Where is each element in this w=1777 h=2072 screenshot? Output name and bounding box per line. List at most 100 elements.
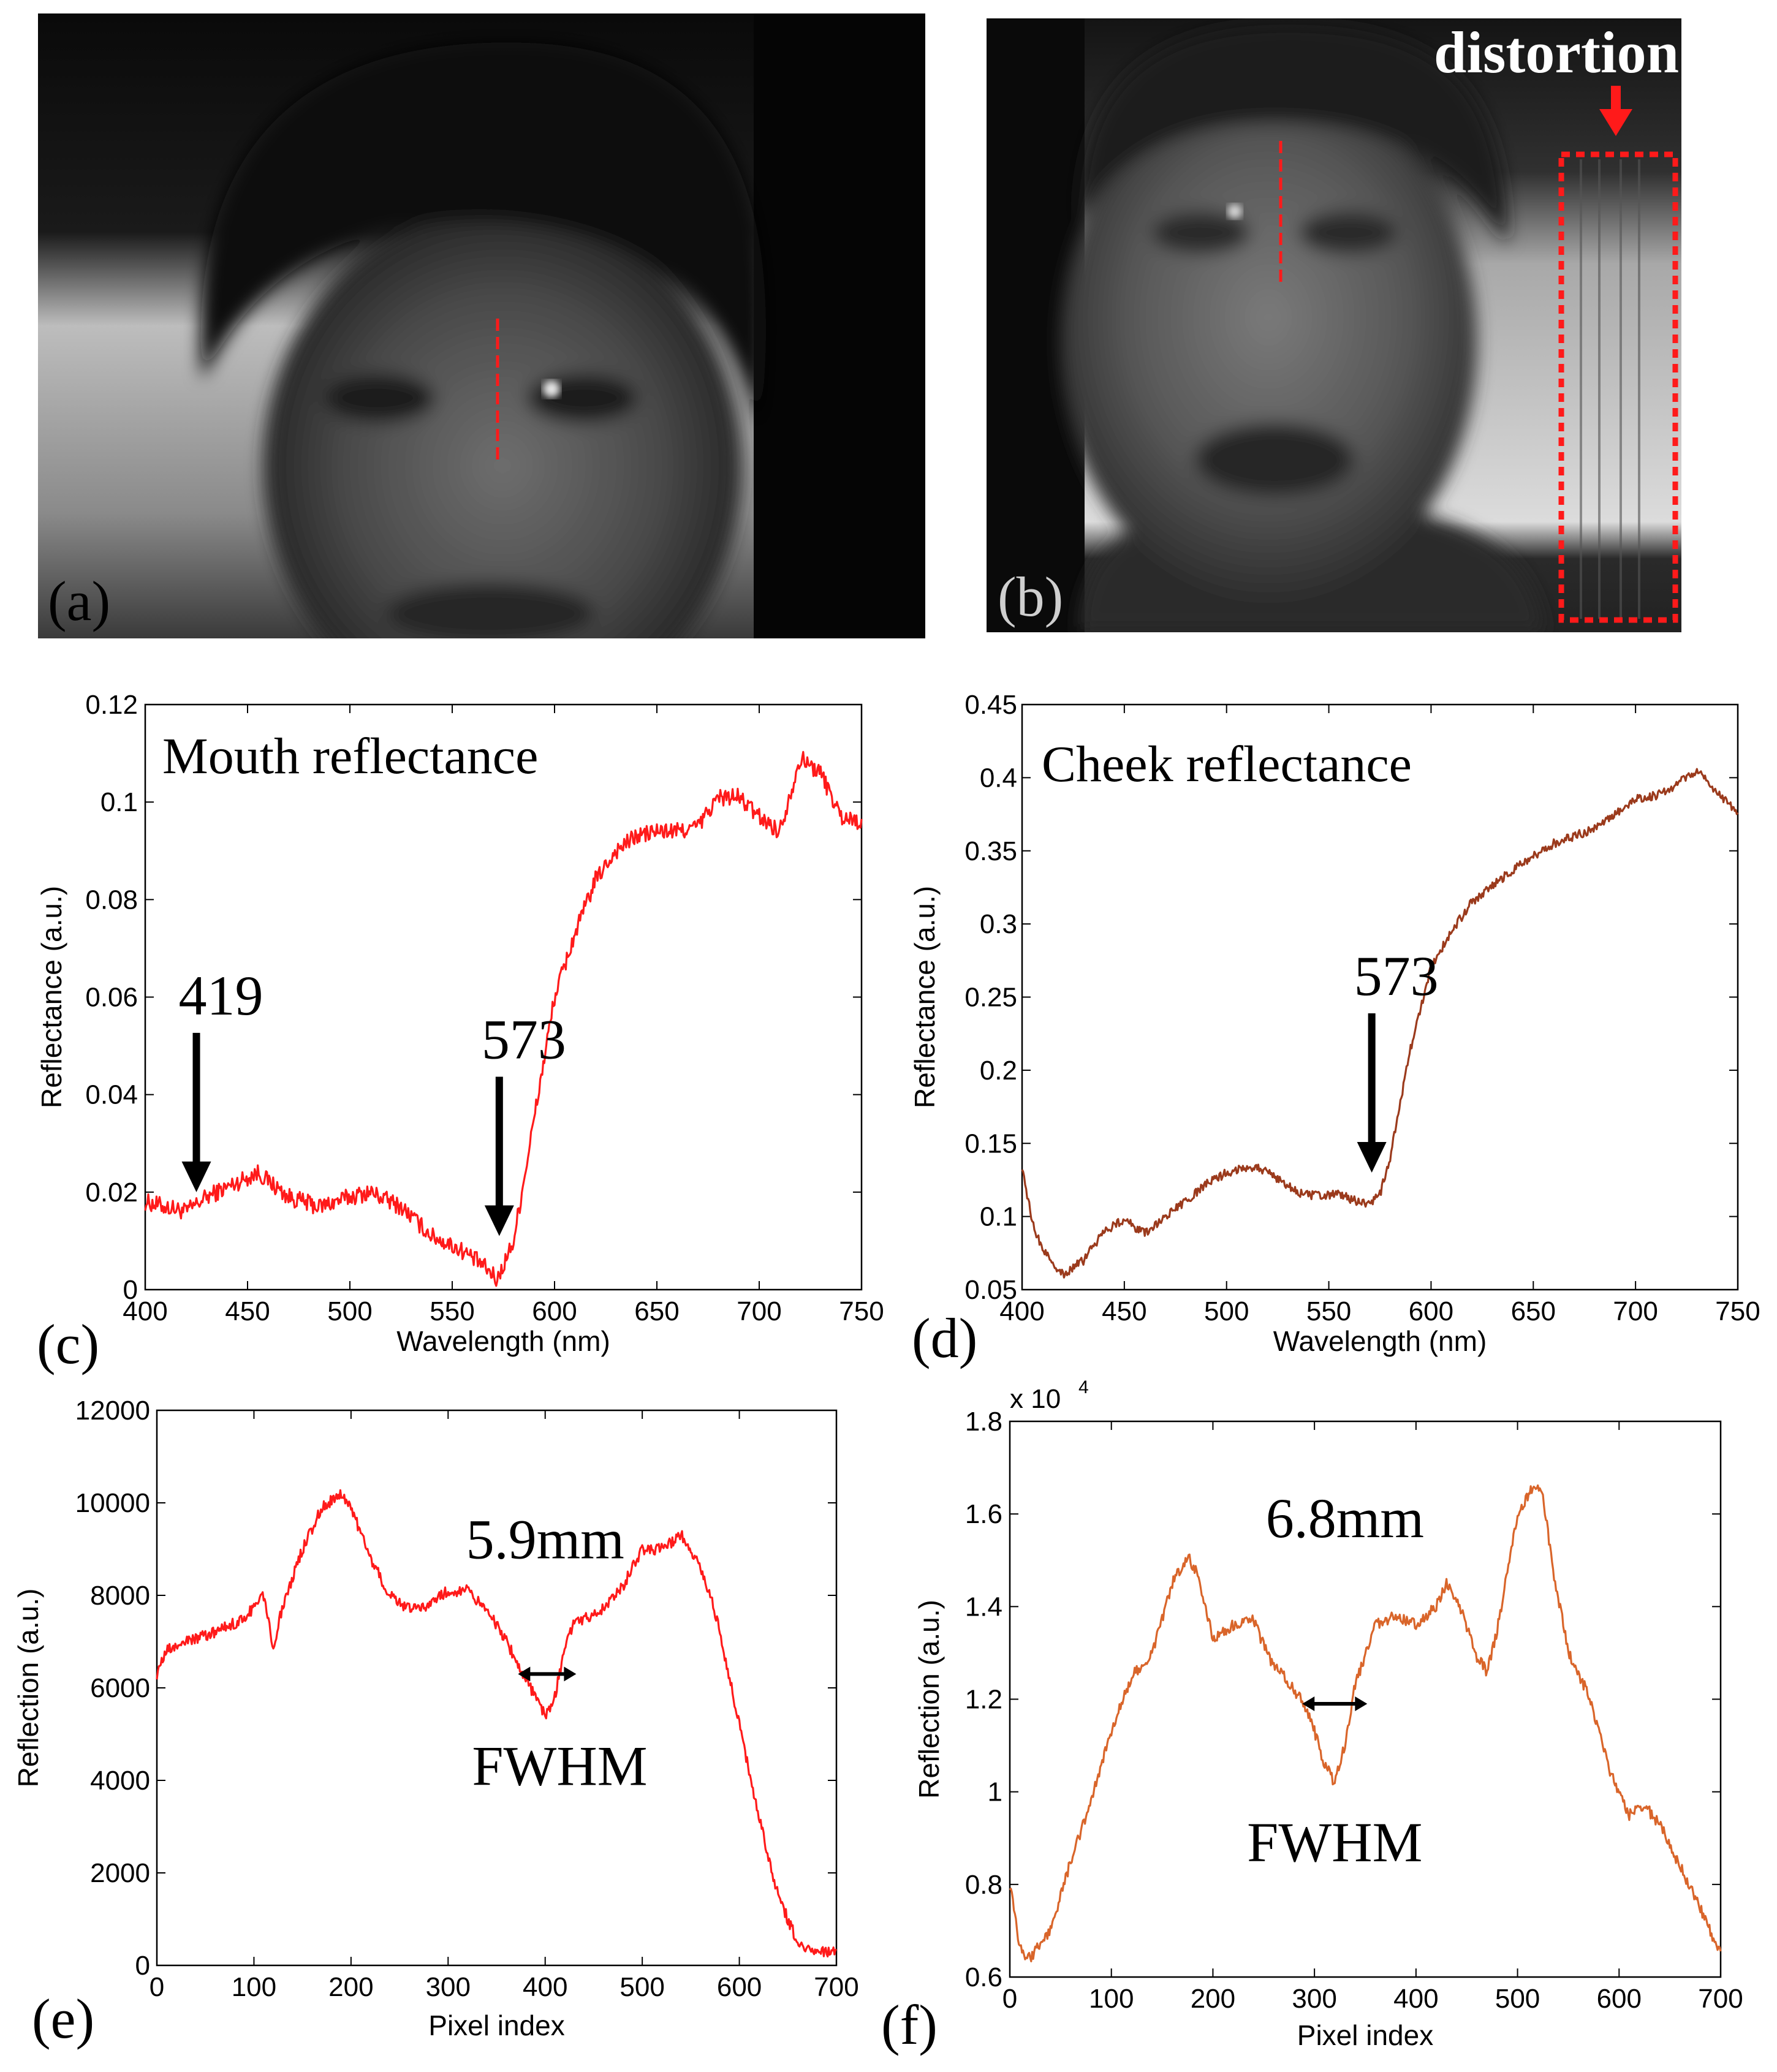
x-tick-label: 200	[328, 1972, 373, 2002]
y-tick-label: 0.15	[964, 1129, 1017, 1159]
photo-a: (a)	[38, 13, 925, 638]
width-annotation-label: 6.8mm	[1266, 1487, 1424, 1549]
y-tick-label: 0.05	[964, 1275, 1017, 1305]
y-axis-label: Reflection (a.u.)	[913, 1600, 945, 1799]
x-tick-label: 400	[123, 1296, 167, 1326]
x-axis-label: Wavelength (nm)	[396, 1325, 610, 1357]
y-tick-label: 0	[135, 1951, 150, 1981]
x-tick-label: 500	[1204, 1296, 1249, 1326]
x-tick-label: 400	[999, 1296, 1044, 1326]
distortion-box	[1558, 151, 1678, 623]
x-tick-label: 700	[814, 1972, 858, 2002]
width-annotation-label: 5.9mm	[466, 1508, 624, 1571]
x-tick-label: 600	[1409, 1296, 1453, 1326]
x-tick-label: 600	[532, 1296, 577, 1326]
y-tick-label: 1	[988, 1777, 1002, 1807]
x-tick-label: 300	[1292, 1984, 1336, 2014]
chart-profile-b: 0 100 200 300 400 500 600 700 0.6 0.8 1 1.2 1.4 1.6 1.…	[881, 1377, 1743, 2056]
y-tick-label: 0.02	[85, 1178, 138, 1208]
plot-frame	[156, 1409, 838, 1967]
x-tick-label: 500	[327, 1296, 372, 1326]
photo-b: (b) distortion	[987, 18, 1681, 632]
x-axis-label: Pixel index	[1297, 2019, 1433, 2051]
x-tick-label: 750	[839, 1296, 884, 1326]
x-tick-label: 650	[634, 1296, 679, 1326]
x-tick-label: 200	[1191, 1984, 1235, 2014]
y-tick-label: 0.4	[980, 763, 1017, 793]
x-tick-label: 450	[225, 1296, 270, 1326]
y-tick-label: 0.45	[964, 690, 1017, 720]
x-tick-label: 300	[426, 1972, 471, 2002]
chart-title: Cheek reflectance	[1042, 736, 1412, 793]
peak-arrow-head	[181, 1161, 211, 1192]
x-tick-label: 100	[1089, 1984, 1134, 2014]
fwhm-arrow-head-right	[564, 1666, 577, 1682]
y-tick-label: 0.6	[965, 1962, 1002, 1992]
x-tick-label: 600	[717, 1972, 762, 2002]
y-tick-label: 0.25	[964, 983, 1017, 1013]
y-tick-label: 1.8	[965, 1407, 1002, 1437]
series-line	[1021, 768, 1739, 1279]
peak-annotation-label: 573	[482, 1008, 566, 1070]
x-tick-label: 400	[523, 1972, 567, 2002]
x-tick-label: 550	[430, 1296, 474, 1326]
series-line	[156, 1489, 837, 1958]
y-scale-exponent: 4	[1078, 1377, 1089, 1397]
y-tick-label: 0.12	[85, 690, 138, 720]
fwhm-arrow-head-left	[1302, 1696, 1315, 1712]
distortion-arrow-head	[1599, 109, 1632, 136]
y-tick-label: 12000	[75, 1396, 150, 1426]
chart-profile-a: 0 100 200 300 400 500 600 700 0 2000 4000 6000 8000 1…	[12, 1396, 859, 2050]
chart-title: Mouth reflectance	[162, 728, 538, 785]
fwhm-arrow-head-left	[518, 1666, 531, 1682]
y-tick-label: 0.06	[85, 983, 138, 1013]
x-tick-label: 550	[1306, 1296, 1351, 1326]
width-annotation-label: FWHM	[472, 1735, 647, 1798]
distortion-label: distortion	[1434, 20, 1679, 85]
y-tick-label: 0.3	[980, 909, 1017, 939]
y-tick-label: 0.1	[100, 787, 138, 817]
x-tick-label: 100	[232, 1972, 276, 2002]
y-tick-label: 6000	[90, 1673, 150, 1703]
chart-mouth-reflectance: 400 450 500 550 600 650 700 750 0 0.02 0.04 0.06 0.0…	[36, 690, 884, 1375]
width-annotation-label: FWHM	[1247, 1811, 1422, 1873]
x-tick-label: 500	[1495, 1984, 1540, 2014]
y-scale-factor: x 10	[1010, 1384, 1061, 1414]
panel-label: (f)	[881, 1994, 938, 2056]
panel-label-b: (b)	[998, 565, 1063, 628]
x-tick-label: 700	[1613, 1296, 1658, 1326]
y-tick-label: 0.35	[964, 836, 1017, 866]
series-line	[144, 751, 863, 1287]
y-tick-label: 0.2	[980, 1056, 1017, 1086]
panel-label: (e)	[32, 1987, 94, 2050]
x-tick-label: 450	[1102, 1296, 1146, 1326]
y-tick-label: 0.08	[85, 885, 138, 915]
fwhm-arrow-head-right	[1355, 1696, 1368, 1712]
peak-arrow-head	[1357, 1142, 1387, 1173]
panel-label-a: (a)	[48, 570, 110, 632]
x-tick-label: 0	[150, 1972, 164, 2002]
y-tick-label: 1.6	[965, 1499, 1002, 1529]
x-tick-label: 400	[1393, 1984, 1438, 2014]
x-axis-label: Wavelength (nm)	[1273, 1325, 1487, 1357]
x-tick-label: 700	[1698, 1984, 1743, 2014]
peak-annotation-label: 419	[179, 964, 263, 1027]
x-tick-label: 750	[1715, 1296, 1760, 1326]
y-axis-label: Reflectance (a.u.)	[36, 886, 67, 1108]
y-tick-label: 0.04	[85, 1080, 138, 1110]
y-axis-label: Reflectance (a.u.)	[909, 886, 941, 1108]
y-axis-label: Reflection (a.u.)	[12, 1589, 44, 1788]
x-tick-label: 0	[1002, 1984, 1017, 2014]
x-tick-label: 650	[1511, 1296, 1556, 1326]
y-tick-label: 0.1	[980, 1202, 1017, 1232]
panel-label: (d)	[912, 1307, 977, 1369]
series-line	[1009, 1484, 1722, 1962]
y-tick-label: 8000	[90, 1581, 150, 1611]
x-tick-label: 700	[737, 1296, 781, 1326]
y-tick-label: 2000	[90, 1858, 150, 1888]
chart-cheek-reflectance: 400 450 500 550 600 650 700 750 0.05 0.1 0.15 0.2 0.…	[909, 690, 1760, 1369]
x-tick-label: 600	[1597, 1984, 1642, 2014]
x-tick-label: 500	[619, 1972, 664, 2002]
y-tick-label: 0.8	[965, 1870, 1002, 1900]
